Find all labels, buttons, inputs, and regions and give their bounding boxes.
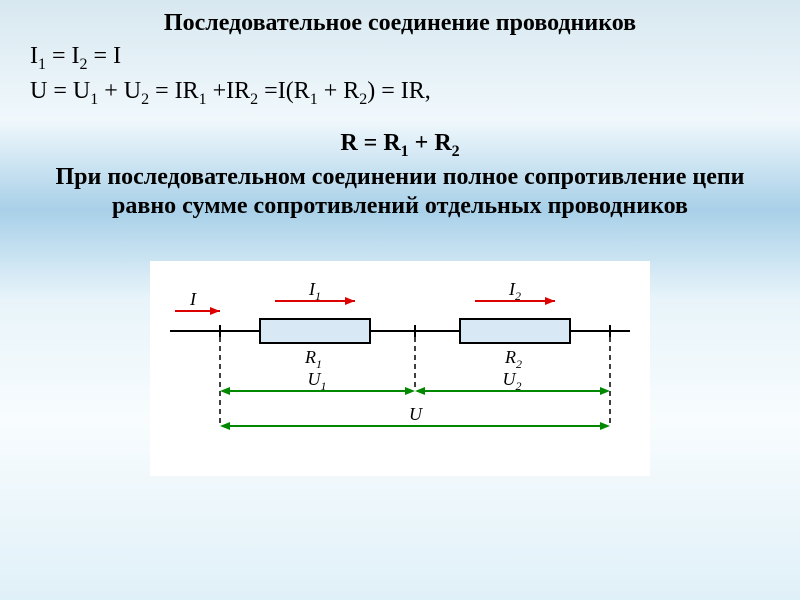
description-text: При последовательном соединении полное с…: [30, 163, 770, 221]
formula-current: I1 = I2 = I: [30, 41, 770, 76]
slide-title: Последовательное соединение проводников: [30, 10, 770, 37]
svg-text:U: U: [409, 404, 423, 424]
formula-voltage: U = U1 + U2 = IR1 +IR2 =I(R1 + R2) = IR,: [30, 76, 770, 111]
formula-resistance: R = R1 + R2: [30, 130, 770, 161]
svg-text:I1: I1: [308, 279, 321, 303]
svg-text:R1: R1: [304, 347, 322, 371]
svg-text:U1: U1: [308, 369, 327, 393]
circuit-svg: I I1 I2 R1 R2 U1 U2 U: [160, 271, 640, 461]
svg-text:I: I: [189, 289, 197, 309]
circuit-diagram: I I1 I2 R1 R2 U1 U2 U: [150, 261, 650, 476]
svg-text:R2: R2: [504, 347, 522, 371]
svg-text:I2: I2: [508, 279, 521, 303]
svg-text:U2: U2: [503, 369, 522, 393]
